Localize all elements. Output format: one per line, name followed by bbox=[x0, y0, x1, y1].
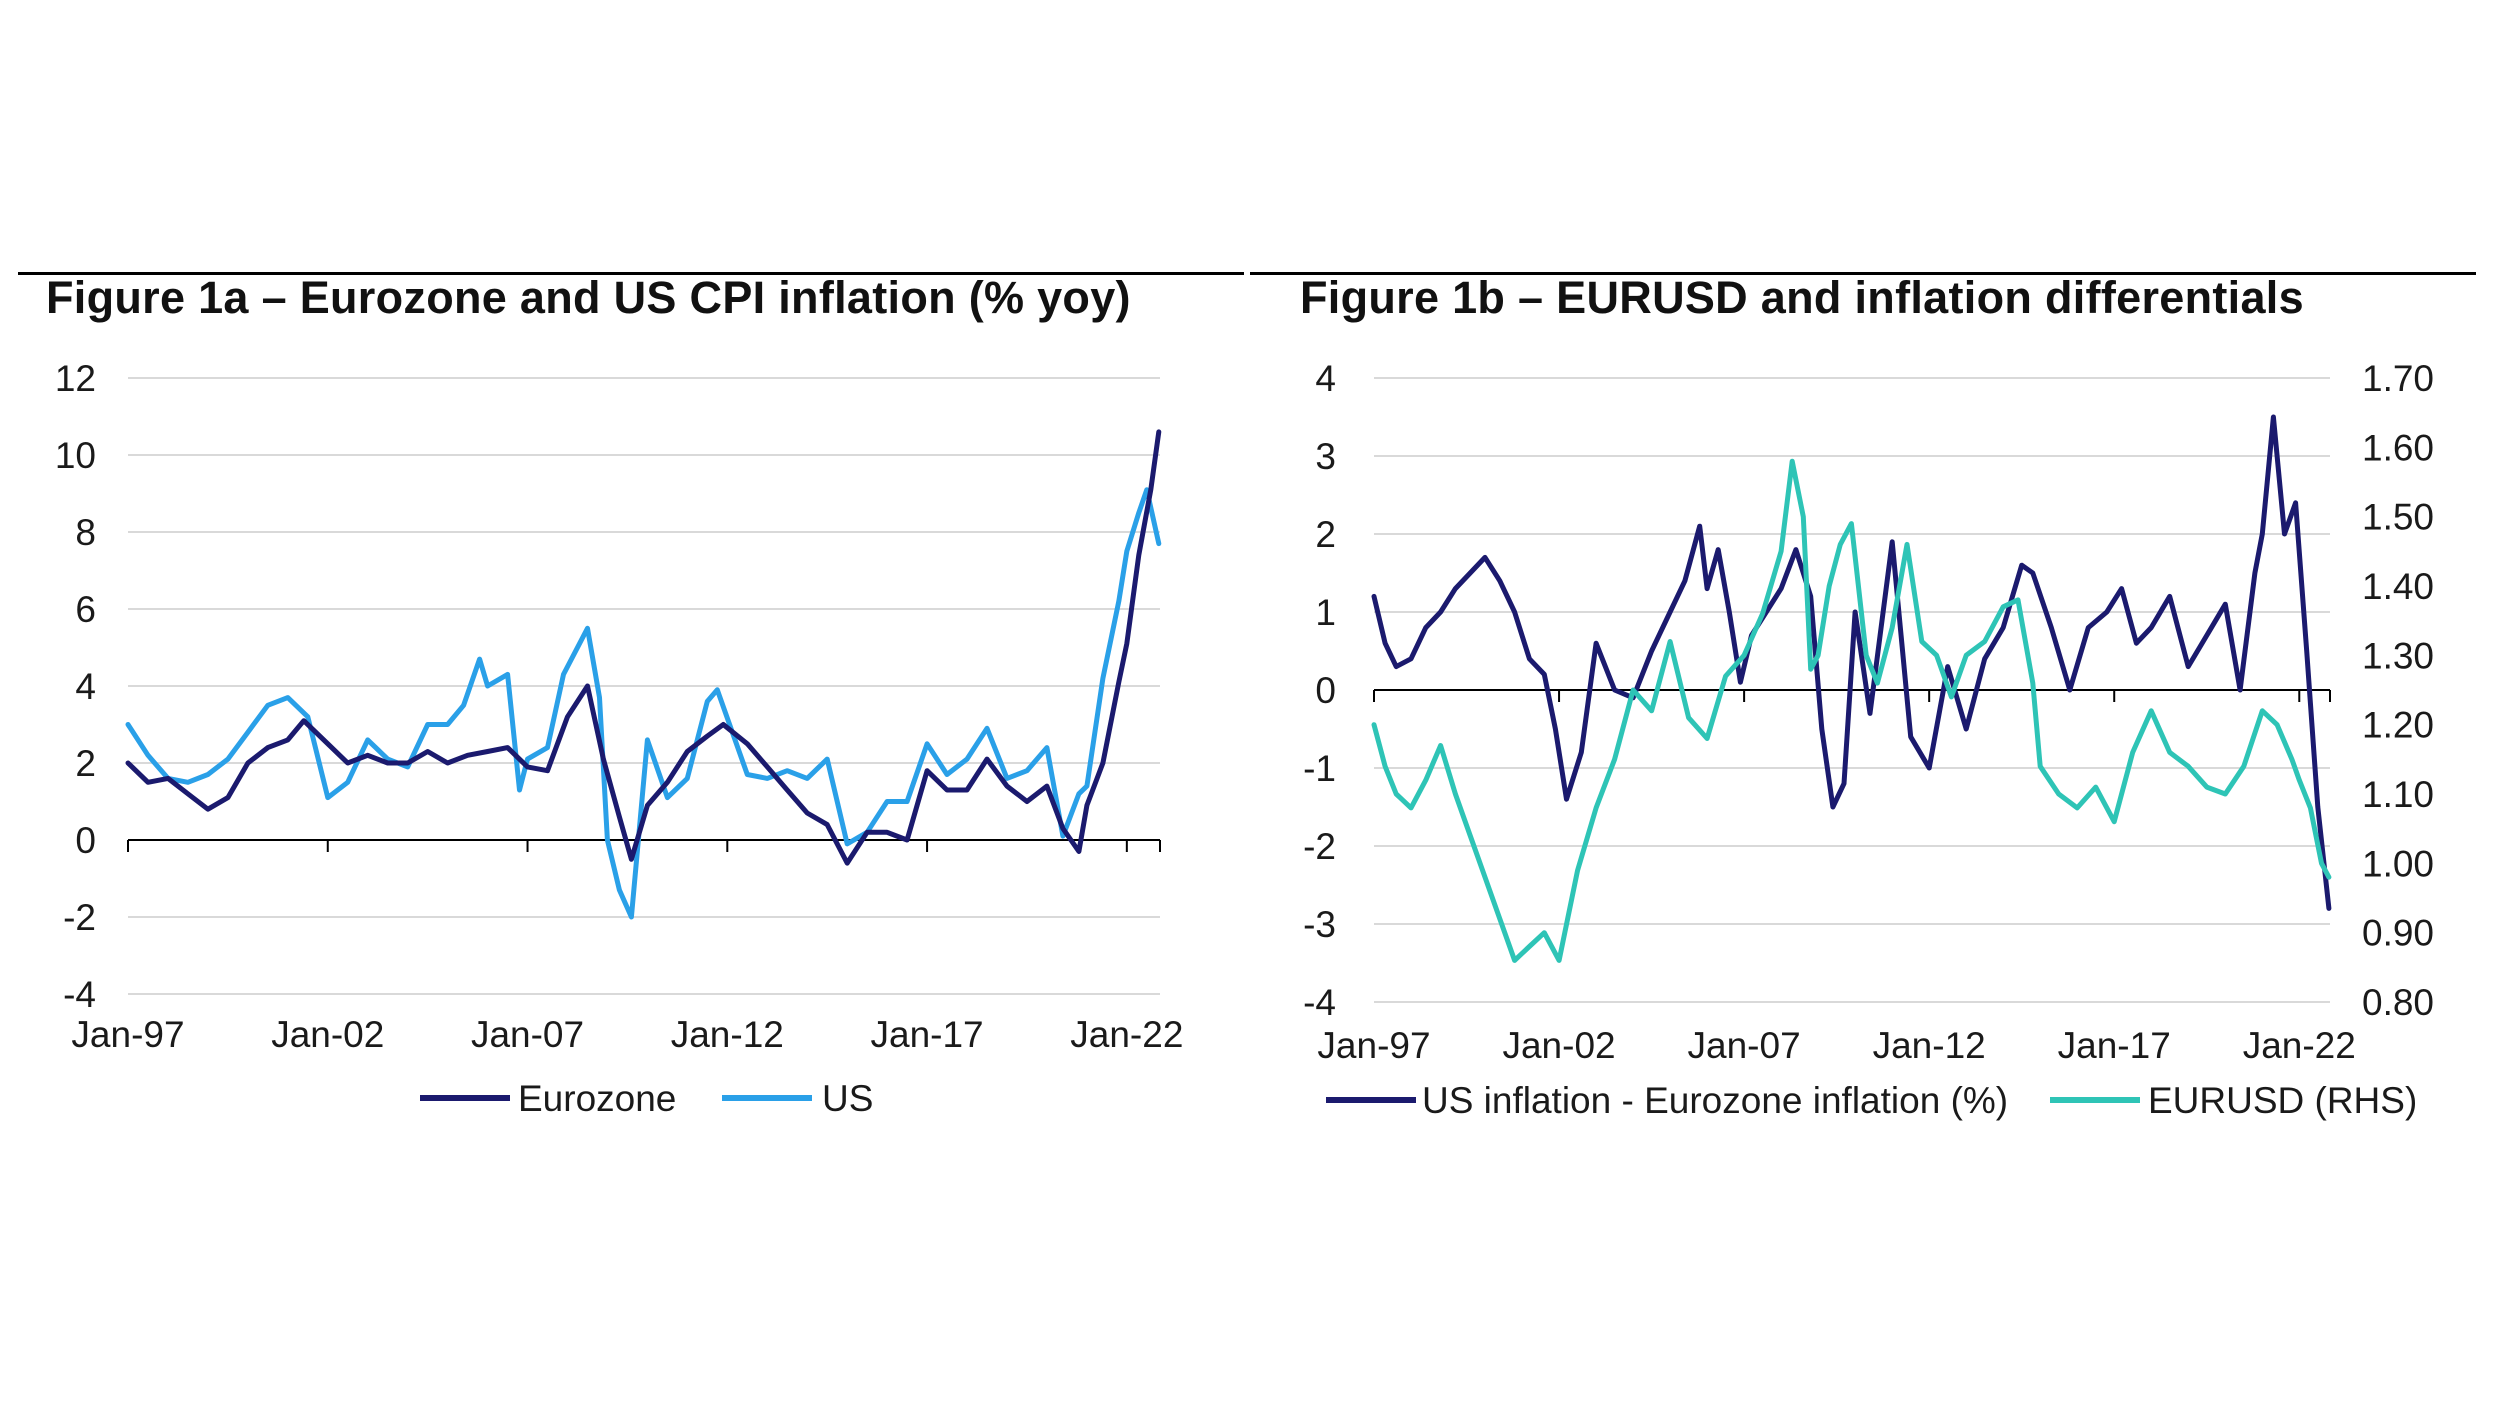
y-tick-label: 0 bbox=[1315, 670, 1336, 711]
y-tick-label: 8 bbox=[75, 512, 96, 553]
x-tick-label: Jan-12 bbox=[671, 1014, 784, 1055]
top-rule-left bbox=[18, 272, 1244, 275]
y-tick-label: 6 bbox=[75, 589, 96, 630]
y-tick-label: 0 bbox=[75, 820, 96, 861]
y-rhs-tick-label: 1.40 bbox=[2362, 566, 2434, 607]
y-tick-label: 3 bbox=[1315, 436, 1336, 477]
y-rhs-tick-label: 1.70 bbox=[2362, 358, 2434, 399]
x-tick-label: Jan-97 bbox=[71, 1014, 184, 1055]
top-rule-right bbox=[1250, 272, 2476, 275]
x-tick-label: Jan-07 bbox=[1688, 1025, 1801, 1066]
x-tick-label: Jan-22 bbox=[2243, 1025, 2356, 1066]
x-tick-label: Jan-22 bbox=[1070, 1014, 1183, 1055]
y-tick-label: 2 bbox=[1315, 514, 1336, 555]
figure-1a-title: Figure 1a – Eurozone and US CPI inflatio… bbox=[46, 272, 1131, 323]
y-tick-label: -4 bbox=[1303, 982, 1336, 1023]
y-tick-label: 12 bbox=[55, 358, 96, 399]
y-rhs-tick-label: 0.80 bbox=[2362, 982, 2434, 1023]
y-tick-label: -2 bbox=[1303, 826, 1336, 867]
legend-diff-label: US inflation - Eurozone inflation (%) bbox=[1422, 1080, 2008, 1121]
chart-1a: -4 -2 0 2 4 6 8 10 12 Jan-97 Jan-02 Jan-07 Jan-12 Jan… bbox=[55, 358, 1184, 1119]
series-line-us bbox=[125, 487, 1162, 920]
y-tick-label: -4 bbox=[63, 974, 96, 1015]
chart-1b: -4 -3 -2 -1 0 1 2 3 4 0.80 0.90 1.00 1.10 1.20 1.30 1.4… bbox=[1303, 358, 2434, 1121]
x-tick-label: Jan-02 bbox=[271, 1014, 384, 1055]
y-rhs-tick-label: 0.90 bbox=[2362, 913, 2434, 954]
x-tick-label: Jan-17 bbox=[2058, 1025, 2171, 1066]
x-tick-label: Jan-17 bbox=[871, 1014, 984, 1055]
legend-eurozone-label: Eurozone bbox=[518, 1078, 676, 1119]
x-tick-label: Jan-02 bbox=[1502, 1025, 1615, 1066]
y-tick-label: 1 bbox=[1315, 592, 1336, 633]
x-tick-label: Jan-07 bbox=[471, 1014, 584, 1055]
y-tick-label: 4 bbox=[1315, 358, 1336, 399]
series-line-eurusd-rhs bbox=[1371, 458, 2332, 963]
y-rhs-tick-label: 1.00 bbox=[2362, 843, 2434, 884]
y-tick-label: -3 bbox=[1303, 904, 1336, 945]
y-tick-label: 2 bbox=[75, 743, 96, 784]
series-line-us-inflation-eurozone-inflation bbox=[1371, 414, 2332, 911]
legend-eurusd-label: EURUSD (RHS) bbox=[2148, 1080, 2417, 1121]
y-tick-label: -2 bbox=[63, 897, 96, 938]
y-rhs-tick-label: 1.20 bbox=[2362, 705, 2434, 746]
y-tick-label: -1 bbox=[1303, 748, 1336, 789]
x-tick-label: Jan-12 bbox=[1873, 1025, 1986, 1066]
y-rhs-tick-label: 1.10 bbox=[2362, 774, 2434, 815]
y-rhs-tick-label: 1.50 bbox=[2362, 497, 2434, 538]
y-rhs-tick-label: 1.60 bbox=[2362, 427, 2434, 468]
legend-us-label: US bbox=[822, 1078, 873, 1119]
series-line-eurozone bbox=[125, 429, 1162, 866]
y-rhs-tick-label: 1.30 bbox=[2362, 635, 2434, 676]
y-tick-label: 10 bbox=[55, 435, 96, 476]
figure-1b-title: Figure 1b – EURUSD and inflation differe… bbox=[1300, 272, 2304, 323]
x-tick-label: Jan-97 bbox=[1317, 1025, 1430, 1066]
y-tick-label: 4 bbox=[75, 666, 96, 707]
